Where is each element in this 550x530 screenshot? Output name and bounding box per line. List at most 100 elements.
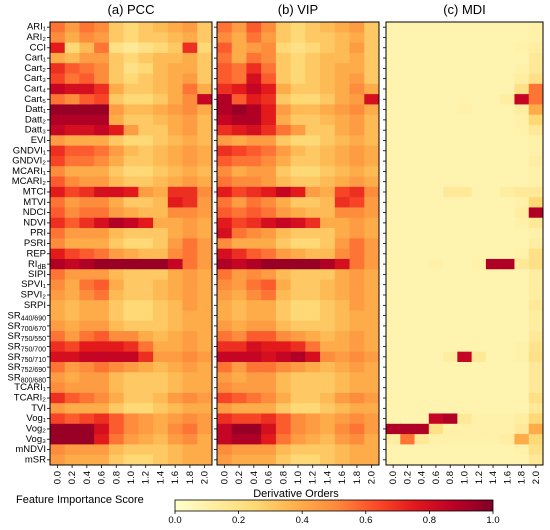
- heatmap-cell: [320, 197, 336, 208]
- heatmap-cell: [182, 135, 198, 147]
- heatmap-cell: [197, 279, 213, 291]
- heatmap-cell: [138, 32, 154, 43]
- heatmap-cell: [334, 238, 350, 250]
- heatmap-cell: [457, 176, 473, 188]
- y-tick-label: NDCI: [23, 207, 46, 218]
- heatmap-cell: [231, 300, 247, 311]
- heatmap-cell: [167, 104, 183, 116]
- heatmap-cell: [320, 42, 336, 54]
- heatmap-cell: [50, 228, 66, 239]
- heatmap-cell: [246, 197, 262, 208]
- heatmap-cell: [334, 166, 350, 177]
- heatmap-cell: [414, 310, 430, 322]
- heatmap-cell: [231, 434, 247, 445]
- heatmap-cell: [123, 320, 139, 332]
- heatmap-cell: [457, 94, 473, 105]
- heatmap-cell: [108, 135, 125, 147]
- heatmap-cell: [108, 258, 125, 270]
- heatmap-cell: [485, 145, 501, 157]
- heatmap-cell: [386, 52, 401, 64]
- heatmap-cell: [428, 52, 444, 64]
- heatmap-cell: [514, 42, 530, 54]
- x-tick-label: 1.0: [126, 471, 137, 484]
- heatmap-cell: [261, 42, 277, 54]
- heatmap-cell: [64, 423, 80, 435]
- heatmap-cell: [364, 155, 380, 167]
- y-tick-label: EVI: [31, 135, 46, 146]
- heatmap-cell: [290, 135, 306, 147]
- heatmap-cell: [320, 382, 336, 394]
- heatmap-cell: [79, 310, 95, 322]
- heatmap-cell: [414, 269, 430, 280]
- heatmap-cell: [153, 382, 169, 394]
- heatmap-cell: [261, 83, 277, 95]
- heatmap-cell: [108, 217, 125, 229]
- heatmap-cell: [334, 320, 350, 332]
- heatmap-cell: [94, 94, 110, 105]
- heatmap-cell: [457, 444, 473, 456]
- heatmap-cell: [500, 361, 515, 373]
- heatmap-cell: [305, 434, 321, 445]
- heatmap-cell: [290, 454, 306, 466]
- heatmap-cell: [50, 361, 66, 373]
- heatmap-cell: [334, 83, 350, 95]
- heatmap-cell: [443, 454, 458, 466]
- heatmap-cell: [400, 331, 415, 342]
- heatmap-cell: [182, 228, 198, 239]
- heatmap-cell: [50, 320, 66, 332]
- x-tick-label: 0.0: [52, 471, 63, 484]
- heatmap-cell: [231, 258, 247, 270]
- heatmap-cell: [400, 73, 415, 85]
- heatmap-cell: [275, 403, 292, 414]
- heatmap-cell: [275, 217, 292, 229]
- heatmap-cell: [64, 217, 80, 229]
- heatmap-cell: [305, 361, 321, 373]
- heatmap-cell: [231, 166, 247, 177]
- heatmap-cell: [94, 258, 110, 270]
- heatmap-cell: [123, 279, 139, 291]
- heatmap-cell: [138, 94, 154, 105]
- heatmap-cell: [217, 351, 233, 363]
- heatmap-cell: [231, 104, 247, 116]
- heatmap-cell: [138, 372, 154, 383]
- heatmap-cell: [108, 444, 125, 456]
- heatmap-cell: [471, 320, 487, 332]
- heatmap-cell: [500, 413, 515, 425]
- heatmap-cell: [217, 125, 233, 136]
- heatmap-cell: [320, 279, 336, 291]
- x-tick-label: 1.2: [308, 471, 319, 484]
- heatmap-cell: [414, 155, 430, 167]
- heatmap-cell: [386, 279, 401, 291]
- heatmap-cell: [167, 217, 183, 229]
- heatmap-cell: [94, 372, 110, 383]
- heatmap-cell: [485, 228, 501, 239]
- heatmap-cell: [94, 310, 110, 322]
- heatmap-cell: [443, 114, 458, 126]
- heatmap-cell: [386, 454, 401, 466]
- heatmap-cell: [197, 155, 213, 167]
- heatmap-cell: [275, 444, 292, 456]
- heatmap-cell: [123, 114, 139, 126]
- heatmap-cell: [320, 104, 336, 116]
- heatmap-cell: [50, 238, 66, 250]
- heatmap-cell: [471, 114, 487, 126]
- heatmap-cell: [485, 42, 501, 54]
- heatmap-cell: [138, 42, 154, 54]
- heatmap-cell: [400, 104, 415, 116]
- heatmap-cell: [386, 166, 401, 177]
- heatmap-cell: [471, 207, 487, 219]
- y-tick-label: ARI₁: [27, 22, 46, 33]
- heatmap-cell: [471, 217, 487, 229]
- heatmap-cell: [443, 382, 458, 394]
- heatmap-cell: [485, 207, 501, 219]
- heatmap-cell: [305, 73, 321, 85]
- heatmap-cell: [94, 228, 110, 239]
- heatmap-cell: [400, 269, 415, 280]
- heatmap-cell: [500, 135, 515, 147]
- heatmap-cell: [197, 454, 213, 466]
- heatmap-cell: [500, 351, 515, 363]
- heatmap-cell: [349, 434, 365, 445]
- heatmap-cell: [64, 372, 80, 383]
- heatmap-cell: [349, 392, 365, 404]
- y-tick-label: GNDVI₁: [13, 145, 46, 156]
